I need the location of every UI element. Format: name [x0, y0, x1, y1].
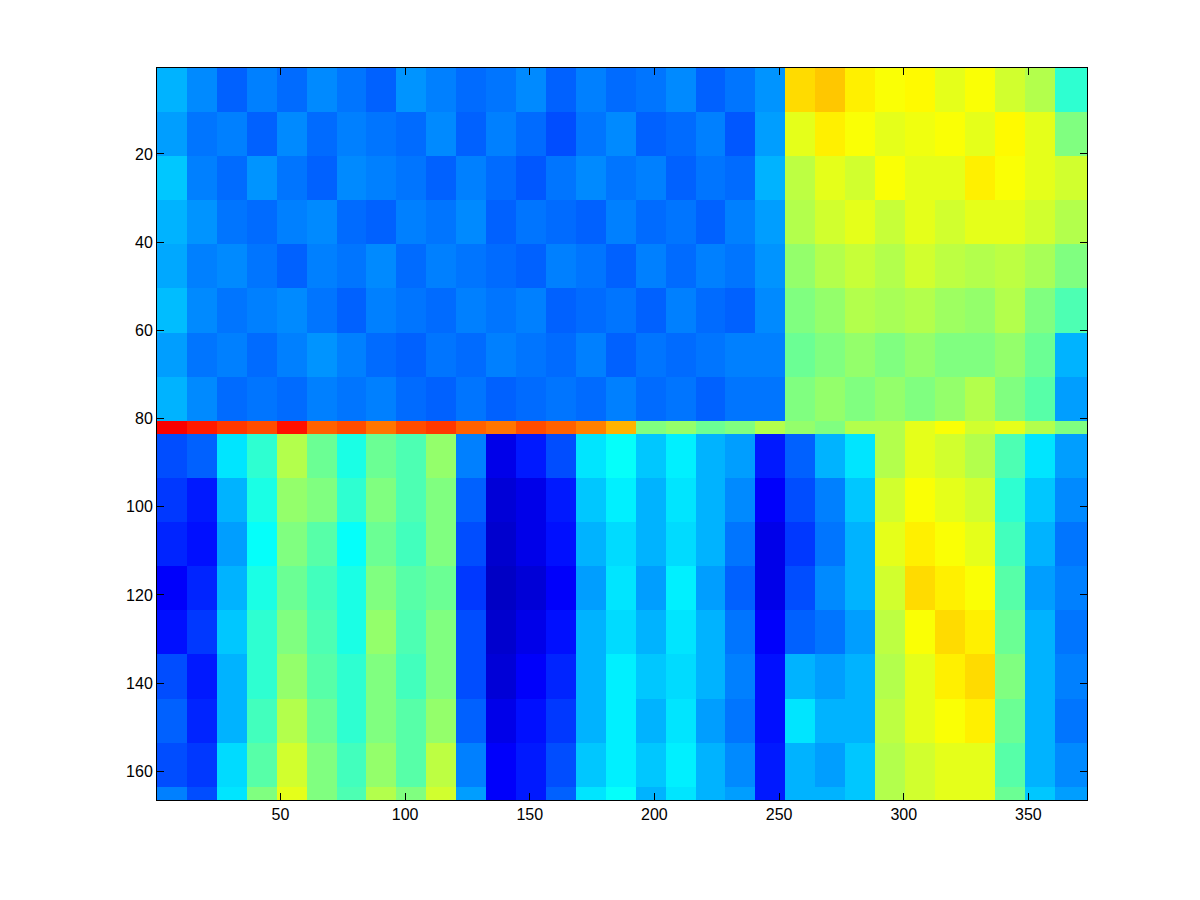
svg-text:100: 100 [392, 806, 419, 823]
svg-text:60: 60 [135, 322, 153, 339]
svg-text:20: 20 [135, 146, 153, 163]
svg-text:160: 160 [126, 763, 153, 780]
svg-text:150: 150 [516, 806, 543, 823]
svg-text:140: 140 [126, 675, 153, 692]
svg-text:40: 40 [135, 234, 153, 251]
svg-text:350: 350 [1015, 806, 1042, 823]
svg-text:100: 100 [126, 498, 153, 515]
svg-text:80: 80 [135, 410, 153, 427]
svg-text:50: 50 [272, 806, 290, 823]
svg-text:200: 200 [641, 806, 668, 823]
svg-text:120: 120 [126, 587, 153, 604]
svg-text:250: 250 [766, 806, 793, 823]
svg-text:300: 300 [890, 806, 917, 823]
